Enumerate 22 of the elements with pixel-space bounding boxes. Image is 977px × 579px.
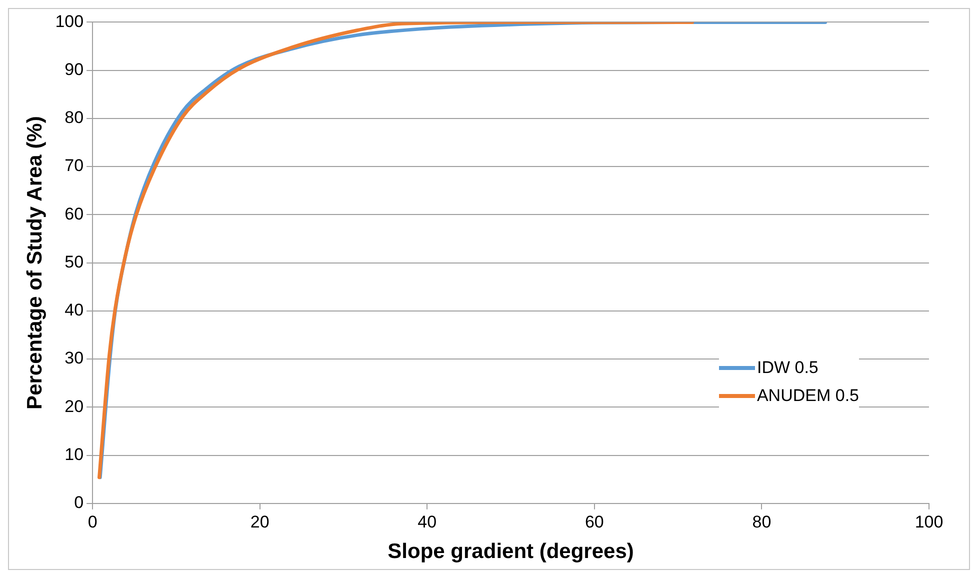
y-tick-label: 70 [64, 156, 84, 176]
line-series [98, 22, 694, 480]
y-tick-label: 90 [64, 60, 84, 80]
y-tick-label: 0 [74, 493, 84, 512]
y-tick-label: 10 [64, 444, 84, 464]
y-tick-label: 30 [64, 348, 84, 368]
y-axis-title: Percentage of Study Area (%) [23, 116, 46, 410]
y-tick-label: 80 [64, 108, 84, 128]
x-tick-label: 40 [418, 512, 437, 532]
y-tick-label: 20 [64, 396, 84, 416]
x-axis-title: Slope gradient (degrees) [388, 540, 634, 564]
y-tick-label: 50 [64, 252, 84, 272]
x-tick-label: 0 [88, 512, 98, 532]
x-tick-label: 80 [752, 512, 772, 532]
x-tick-label: 20 [250, 512, 270, 532]
legend-label: IDW 0.5 [756, 358, 818, 378]
legend-label: ANUDEM 0.5 [756, 386, 859, 406]
y-tick-label: 40 [64, 300, 84, 320]
x-tick-label: 100 [914, 512, 944, 532]
y-tick-label: 60 [64, 204, 84, 224]
y-tick-label: 100 [55, 12, 84, 31]
x-tick-label: 60 [584, 512, 604, 532]
